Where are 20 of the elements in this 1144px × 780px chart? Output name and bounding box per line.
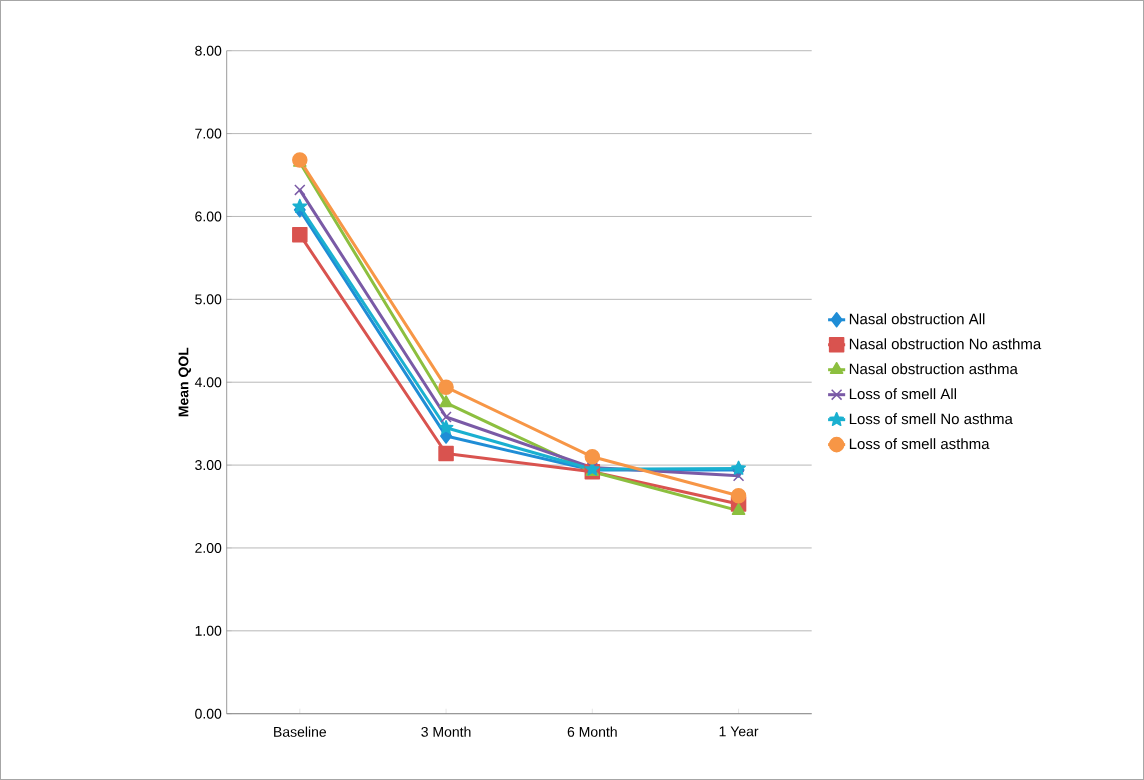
legend-label: Nasal obstruction No asthma (849, 338, 1042, 350)
y-tick-label: 4.00 (194, 377, 222, 388)
y-tick-label: 2.00 (195, 542, 222, 553)
legend-label: Nasal obstruction asthma (849, 363, 1018, 375)
y-tick-label: 8.00 (195, 45, 222, 56)
x-tick-label: 6 Month (567, 726, 617, 737)
x-tick-label: 1 Year (719, 726, 759, 737)
legend-label: Loss of smell All (849, 388, 956, 400)
legend-label: Nasal obstruction All (849, 313, 985, 325)
y-tick-label: 3.00 (195, 460, 222, 471)
y-tick-label: 5.00 (195, 294, 222, 305)
legend-label: Loss of smell asthma (849, 438, 990, 450)
legend-label: Loss of smell No asthma (849, 413, 1013, 425)
y-axis-title: Mean QOL (178, 347, 192, 417)
y-tick-label: 7.00 (195, 128, 222, 139)
y-tick-label: 6.00 (195, 211, 222, 222)
x-tick-label: Baseline (274, 726, 327, 737)
y-tick-label: 0.00 (195, 708, 222, 719)
x-tick-label: 3 Month (421, 726, 471, 737)
y-tick-label: 1.00 (195, 625, 222, 636)
